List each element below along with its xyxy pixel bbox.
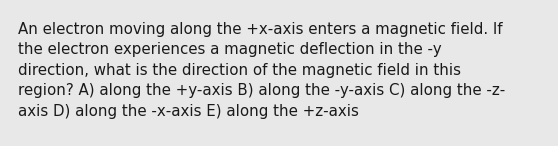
Text: An electron moving along the +x-axis enters a magnetic field. If
the electron ex: An electron moving along the +x-axis ent… <box>18 22 505 119</box>
